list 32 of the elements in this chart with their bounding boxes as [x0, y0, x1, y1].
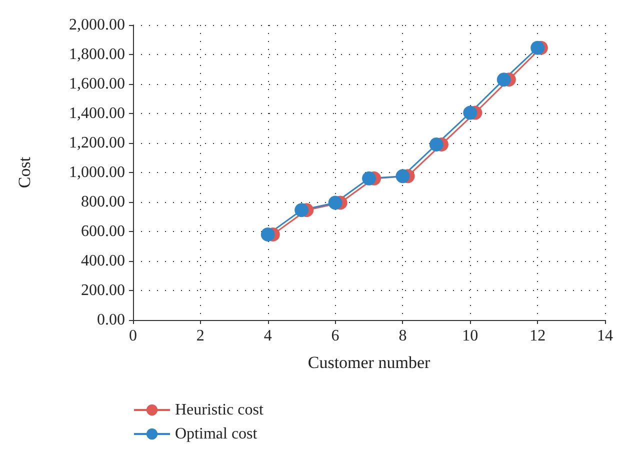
y-tick-label: 600.00	[81, 223, 125, 240]
legend-label: Heuristic cost	[175, 402, 264, 418]
point	[429, 137, 444, 152]
x-tick-label: 10	[462, 328, 478, 344]
y-axis-title: Cost	[15, 156, 34, 188]
x-tick-label: 2	[196, 328, 204, 344]
point	[530, 40, 545, 55]
x-tick-label: 14	[597, 328, 613, 344]
legend-label: Optimal cost	[175, 426, 258, 442]
point	[294, 203, 309, 218]
y-tick-label: 400.00	[81, 252, 125, 270]
point	[496, 72, 511, 87]
y-tick-label: 800.00	[81, 194, 125, 210]
x-tick-label: 6	[331, 328, 340, 344]
y-tick-label: 1,200.00	[69, 134, 125, 152]
x-tick-label: 0	[129, 328, 137, 344]
y-tick-label: 200.00	[81, 282, 125, 299]
y-tick-label: 1,800.00	[69, 46, 125, 63]
point	[260, 227, 275, 242]
x-tick-label: 4	[264, 328, 272, 344]
y-tick-label: 0.00	[97, 312, 125, 328]
y-tick-label: 1,000.00	[69, 164, 125, 181]
point	[463, 106, 478, 120]
point	[328, 196, 342, 210]
y-tick-label: 1,600.00	[69, 76, 125, 92]
point	[396, 169, 410, 184]
x-axis-title: Customer number	[308, 353, 430, 372]
y-tick-label: 2,000.00	[69, 16, 125, 34]
point	[362, 171, 376, 186]
y-tick-label: 1,400.00	[69, 105, 125, 122]
x-tick-label: 8	[398, 328, 407, 344]
x-tick-label: 12	[530, 328, 546, 344]
